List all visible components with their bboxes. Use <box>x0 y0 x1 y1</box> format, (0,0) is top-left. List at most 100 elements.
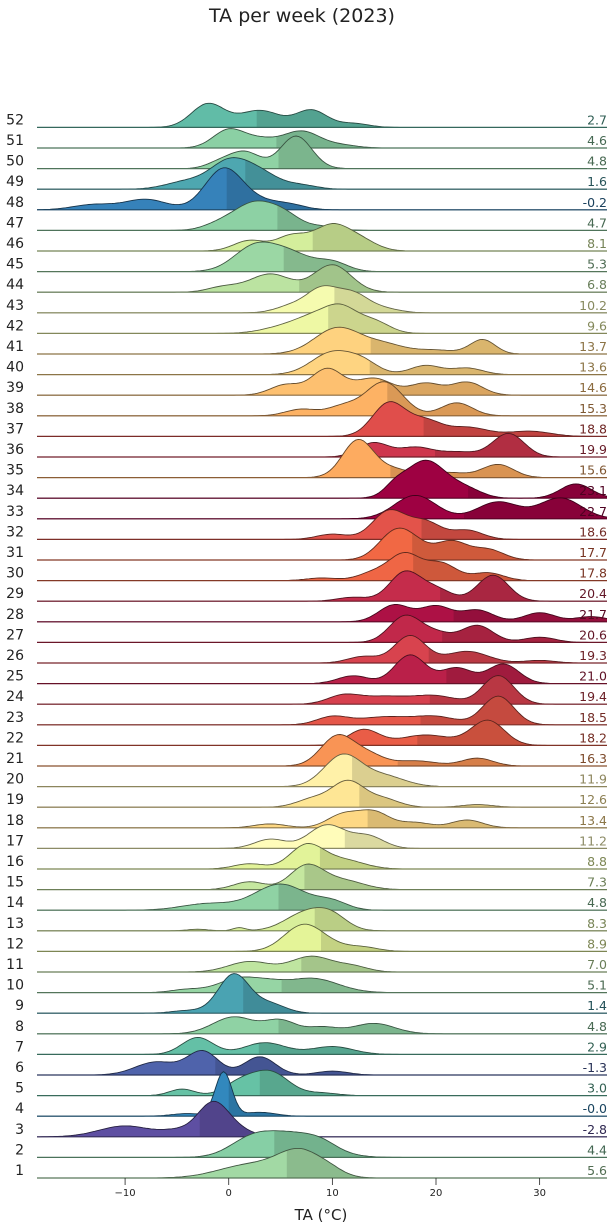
week-label: 32 <box>6 524 24 540</box>
week-label: 23 <box>6 710 24 726</box>
week-label: 28 <box>6 607 24 623</box>
mean-label: 18.5 <box>579 710 607 725</box>
ridge-week-27: 27 20.6 <box>6 614 607 643</box>
mean-label: 4.8 <box>587 895 607 910</box>
week-label: 22 <box>6 730 24 746</box>
week-label: 48 <box>6 195 24 211</box>
mean-label: 19.3 <box>579 648 607 663</box>
mean-label: 5.6 <box>587 1163 607 1178</box>
ridge-mean-shade <box>277 200 607 231</box>
ridge-mean-shade <box>380 368 607 396</box>
week-label: 15 <box>6 875 24 891</box>
x-axis: −10 0 10 20 30 <box>115 1178 546 1199</box>
mean-label: 13.7 <box>579 339 607 354</box>
ridge-week-36: 36 19.9 <box>6 432 607 458</box>
mean-label: 13.6 <box>579 360 607 375</box>
week-label: 35 <box>6 463 24 479</box>
week-label: 8 <box>15 1019 24 1035</box>
chart-title: TA per week (2023) <box>208 5 395 27</box>
week-label: 6 <box>15 1060 24 1076</box>
x-tick-label: 30 <box>533 1188 546 1199</box>
week-label: 12 <box>6 936 24 952</box>
mean-label: 18.8 <box>579 421 607 436</box>
x-axis-label: TA (°C) <box>294 1206 348 1224</box>
week-label: 24 <box>6 689 24 705</box>
week-label: 34 <box>6 483 24 499</box>
ridge-mean-shade <box>274 1130 607 1158</box>
ridge-area <box>37 552 607 581</box>
mean-label: 19.4 <box>579 689 607 704</box>
ridges-group: 52 2.751 4.650 4.849 1.648 -0.247 4.746 8.145 5.… <box>6 102 608 1179</box>
ridge-mean-shade <box>258 1037 607 1055</box>
ridge-mean-shade <box>370 327 607 354</box>
ridge-area <box>37 368 607 396</box>
mean-label: 18.6 <box>579 524 607 539</box>
week-label: 26 <box>6 648 24 664</box>
week-label: 30 <box>6 566 24 582</box>
week-label: 17 <box>6 833 24 849</box>
mean-label: 10.2 <box>579 298 607 313</box>
ridge-week-25: 25 21.0 <box>6 654 607 685</box>
ridge-week-5: 5 3.0 <box>15 1069 607 1097</box>
mean-label: 20.6 <box>579 627 607 642</box>
week-label: 27 <box>6 627 24 643</box>
week-label: 41 <box>6 339 24 355</box>
week-label: 1 <box>15 1163 24 1179</box>
mean-label: 22.7 <box>579 504 607 519</box>
mean-label: -1.3 <box>583 1060 607 1075</box>
ridge-area <box>37 327 607 354</box>
week-label: 46 <box>6 236 24 252</box>
week-label: 5 <box>15 1081 24 1097</box>
week-label: 21 <box>6 751 24 767</box>
ridge-week-4: 4 -0.0 <box>15 1071 607 1117</box>
ridge-week-20: 20 11.9 <box>6 753 607 788</box>
ridge-week-26: 26 19.3 <box>6 634 607 664</box>
ridge-week-52: 52 2.7 <box>6 102 607 128</box>
ridge-week-3: 3 -2.8 <box>15 1100 607 1138</box>
ridge-outline <box>37 551 607 582</box>
ridge-week-29: 29 20.4 <box>6 570 607 602</box>
mean-label: 4.4 <box>587 1142 607 1157</box>
week-label: 40 <box>6 360 24 376</box>
ridge-area <box>37 1101 607 1137</box>
mean-label: 6.8 <box>587 277 607 292</box>
week-label: 19 <box>6 792 24 808</box>
week-label: 38 <box>6 401 24 417</box>
week-label: 4 <box>15 1101 24 1117</box>
ridge-area <box>37 1050 607 1075</box>
ridge-area <box>37 809 607 828</box>
week-label: 2 <box>15 1142 24 1158</box>
mean-label: -2.8 <box>583 1122 607 1137</box>
mean-label: 15.6 <box>579 463 607 478</box>
ridge-week-30: 30 17.8 <box>6 551 607 582</box>
ridge-outline <box>37 527 607 561</box>
mean-label: 9.6 <box>587 318 607 333</box>
mean-label: 4.8 <box>587 154 607 169</box>
mean-label: 17.8 <box>579 566 607 581</box>
ridge-outline <box>37 401 607 437</box>
mean-label: 3.0 <box>587 1081 607 1096</box>
mean-label: 15.3 <box>579 401 607 416</box>
ridge-area <box>37 460 607 499</box>
mean-label: 21.7 <box>579 607 607 622</box>
x-tick-label: −10 <box>115 1188 136 1199</box>
ridge-mean-shade <box>334 285 607 313</box>
mean-label: 18.2 <box>579 730 607 745</box>
ridge-week-2: 2 4.4 <box>15 1130 607 1158</box>
x-tick-label: 20 <box>430 1188 443 1199</box>
week-label: 49 <box>6 174 24 190</box>
week-label: 43 <box>6 298 24 314</box>
ridge-mean-shade <box>367 809 607 828</box>
ridge-mean-shade <box>314 907 607 931</box>
ridge-mean-shade <box>256 103 607 128</box>
week-label: 36 <box>6 442 24 458</box>
week-label: 16 <box>6 854 24 870</box>
mean-label: 8.1 <box>587 236 607 251</box>
week-label: 33 <box>6 504 24 520</box>
mean-label: 2.9 <box>587 1039 607 1054</box>
week-label: 3 <box>15 1122 24 1138</box>
mean-label: 4.7 <box>587 215 607 230</box>
week-label: 39 <box>6 380 24 396</box>
mean-label: 1.4 <box>587 998 607 1013</box>
